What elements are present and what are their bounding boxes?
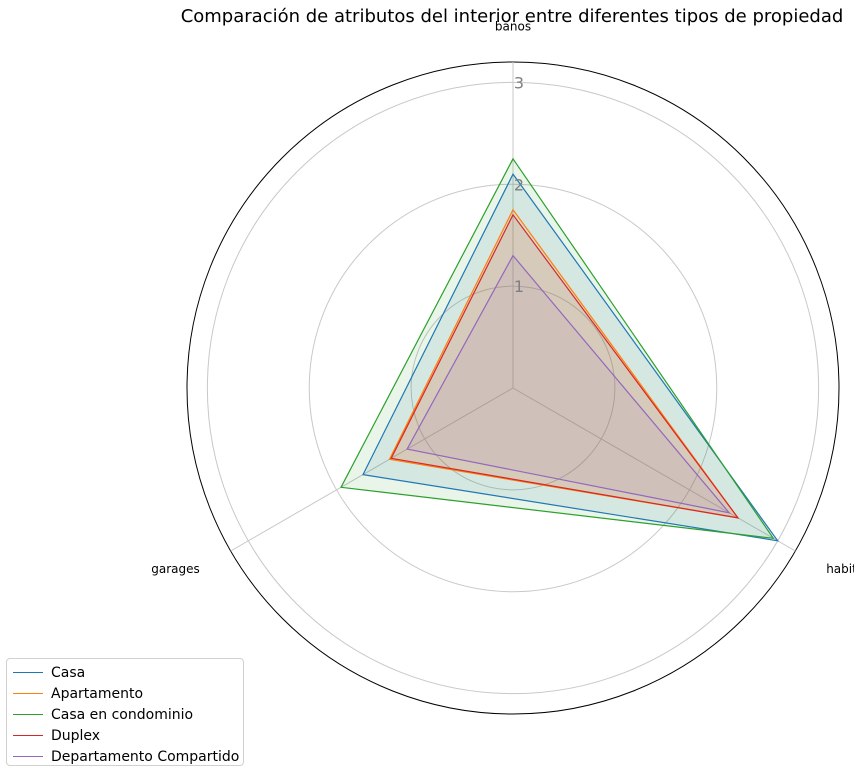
series-line-4: [406, 254, 731, 514]
series-line-1: [388, 208, 740, 519]
legend-label: Casa: [51, 664, 86, 681]
legend-swatch: [13, 693, 43, 694]
radial-tick-label: 1: [514, 277, 524, 296]
series-line-2: [340, 157, 775, 540]
series-line-0: [362, 172, 780, 542]
spoke-habitaciones: [512, 387, 796, 552]
legend-swatch: [13, 672, 43, 673]
legend-label: Departamento Compartido: [51, 748, 240, 765]
series-fill-4: [407, 255, 730, 513]
series-fill-3: [391, 214, 738, 518]
legend-item: Casa: [13, 662, 243, 683]
legend-label: Duplex: [51, 727, 101, 744]
radial-tick-label: 3: [514, 73, 524, 92]
radial-tick-label: 2: [514, 175, 524, 194]
axis-label-garages: garages: [151, 562, 200, 576]
chart-title: Comparación de atributos del interior en…: [181, 6, 844, 27]
series-fill-0: [363, 174, 778, 541]
legend-label: Apartamento: [51, 685, 144, 702]
legend-label: Casa en condominio: [51, 706, 194, 723]
legend-item: Duplex: [13, 725, 243, 746]
legend-swatch: [13, 756, 43, 757]
spoke-garages: [230, 387, 514, 552]
legend-swatch: [13, 714, 43, 715]
series-fill-2: [341, 158, 774, 539]
legend-item: Departamento Compartido: [13, 746, 243, 767]
legend-item: Apartamento: [13, 683, 243, 704]
axis-label-habitaciones: habitaciones: [826, 562, 854, 576]
series-line-3: [390, 213, 740, 519]
axis-label-banos: banos: [495, 19, 531, 33]
legend: Casa Apartamento Casa en condominio Duplex D…: [6, 658, 244, 766]
legend-item: Casa en condominio: [13, 704, 243, 725]
legend-swatch: [13, 735, 43, 736]
